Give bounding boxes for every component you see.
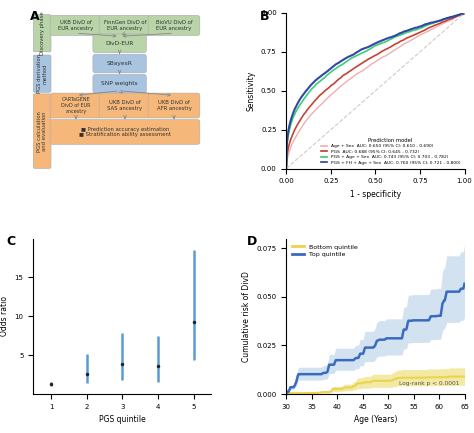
Text: BioVU DivD of
EUR ancestry: BioVU DivD of EUR ancestry: [155, 20, 192, 31]
X-axis label: Age (Years): Age (Years): [354, 415, 397, 424]
Text: ■ Prediction accuracy estimation
■ Stratification ability assessment: ■ Prediction accuracy estimation ■ Strat…: [79, 126, 171, 137]
Text: UKB DivD of
SAS ancestry: UKB DivD of SAS ancestry: [108, 100, 143, 111]
Y-axis label: Cumulative risk of DivD: Cumulative risk of DivD: [242, 271, 251, 362]
Text: SNP weights: SNP weights: [101, 81, 138, 86]
Text: C: C: [7, 236, 16, 249]
Text: Discovery phase: Discovery phase: [40, 11, 45, 55]
Text: B: B: [260, 10, 269, 23]
FancyBboxPatch shape: [33, 55, 51, 92]
Text: FinnGen DivD of
EUR ancestry: FinnGen DivD of EUR ancestry: [104, 20, 146, 31]
Text: UKB DivD of
AFR ancestry: UKB DivD of AFR ancestry: [156, 100, 191, 111]
Text: A: A: [29, 10, 39, 23]
FancyBboxPatch shape: [99, 93, 151, 118]
Text: D: D: [247, 236, 257, 249]
Text: CARTaGENE
DivD of EUR
ancestry: CARTaGENE DivD of EUR ancestry: [61, 97, 91, 114]
Legend: Age + Sex  AUC: 0.650 (95% CI: 0.610 - 0.690), PGS  AUC: 0.688 (95% CI: 0.645 - : Age + Sex AUC: 0.650 (95% CI: 0.610 - 0.…: [319, 136, 462, 166]
FancyBboxPatch shape: [33, 15, 51, 52]
X-axis label: PGS quintile: PGS quintile: [99, 415, 146, 424]
Text: Log-rank p < 0.0001: Log-rank p < 0.0001: [399, 381, 459, 386]
Legend: Bottom quintile, Top quintile: Bottom quintile, Top quintile: [290, 242, 361, 259]
FancyBboxPatch shape: [50, 15, 102, 36]
FancyBboxPatch shape: [93, 74, 146, 93]
X-axis label: 1 - specificity: 1 - specificity: [350, 190, 401, 199]
Y-axis label: Sensitivity: Sensitivity: [246, 71, 255, 111]
FancyBboxPatch shape: [148, 15, 200, 36]
Y-axis label: Odds ratio: Odds ratio: [0, 296, 9, 336]
Text: UKB DivD of
EUR ancestry: UKB DivD of EUR ancestry: [58, 20, 94, 31]
Text: PGS derivation
method: PGS derivation method: [36, 54, 47, 93]
FancyBboxPatch shape: [93, 54, 146, 73]
FancyBboxPatch shape: [99, 15, 151, 36]
Text: SBayesR: SBayesR: [107, 61, 133, 66]
FancyBboxPatch shape: [50, 93, 102, 118]
FancyBboxPatch shape: [148, 93, 200, 118]
FancyBboxPatch shape: [50, 120, 200, 145]
FancyBboxPatch shape: [33, 94, 51, 168]
FancyBboxPatch shape: [93, 34, 146, 53]
Text: DivD-EUR: DivD-EUR: [105, 41, 134, 46]
Text: PGS calculation
and evaluation: PGS calculation and evaluation: [36, 111, 47, 152]
